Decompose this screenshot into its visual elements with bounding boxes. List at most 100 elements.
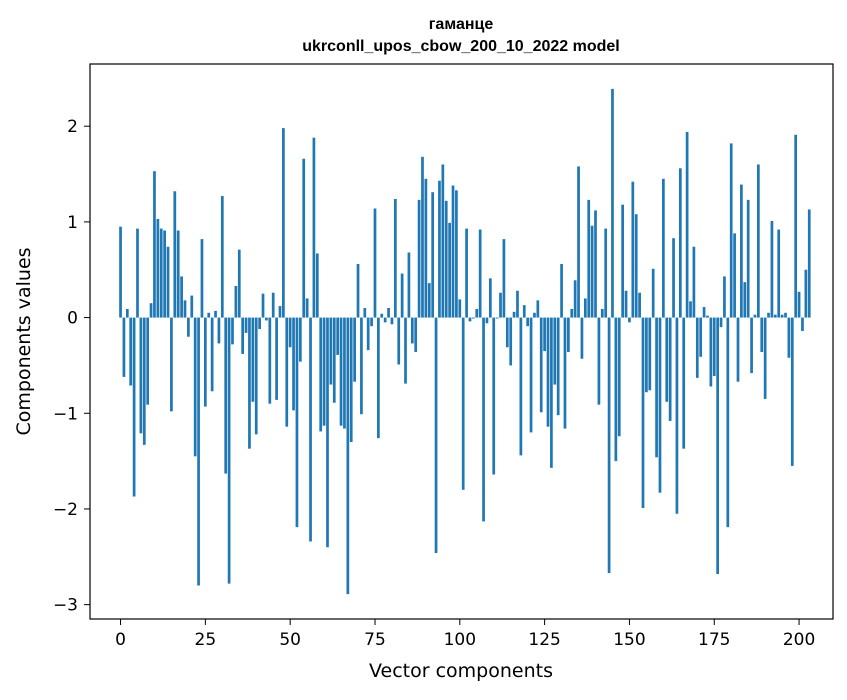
bar	[757, 164, 760, 318]
bar	[801, 317, 804, 331]
bar	[241, 317, 245, 354]
bar	[550, 317, 553, 468]
bar	[275, 317, 278, 400]
bar	[421, 156, 424, 318]
y-tick-label: −2	[53, 500, 78, 520]
x-tick-label: 200	[783, 630, 815, 650]
bar	[658, 317, 662, 493]
bar	[648, 317, 652, 391]
bar	[136, 228, 139, 318]
bar	[543, 317, 546, 352]
bar	[645, 317, 648, 393]
bar	[492, 317, 496, 475]
bar	[329, 317, 333, 385]
x-tick-label: 175	[698, 630, 730, 650]
bar	[621, 204, 625, 318]
x-tick-label: 25	[195, 630, 217, 650]
bar	[709, 317, 713, 387]
bar	[119, 226, 122, 318]
bar	[780, 314, 784, 318]
bar	[485, 317, 489, 324]
bar	[468, 317, 472, 322]
bar	[726, 317, 730, 528]
bar	[611, 88, 614, 318]
bar	[163, 230, 166, 318]
bar	[295, 317, 299, 528]
bar	[309, 317, 312, 542]
bar	[400, 273, 404, 318]
bar	[736, 317, 740, 382]
bar	[672, 238, 675, 318]
bar	[224, 317, 228, 474]
bar	[461, 317, 465, 490]
bar	[719, 317, 723, 328]
y-tick-label: 2	[67, 117, 78, 137]
bar	[655, 317, 658, 458]
bar	[546, 317, 550, 427]
bar	[797, 291, 801, 318]
bar	[516, 290, 519, 318]
bar	[434, 317, 438, 553]
bar	[665, 317, 669, 402]
bar	[176, 230, 180, 318]
x-tick-label: 50	[279, 630, 301, 650]
bar	[404, 317, 407, 384]
x-tick-label: 0	[115, 630, 126, 650]
bar	[702, 307, 706, 318]
x-axis: 0 25 50 75 100 125 150 175 200	[115, 619, 815, 650]
bar	[360, 317, 363, 415]
bar	[777, 229, 781, 318]
bar	[193, 317, 197, 457]
bar	[502, 239, 506, 318]
bar	[217, 317, 221, 344]
bar	[370, 317, 373, 327]
bar	[587, 199, 591, 318]
bar	[580, 317, 584, 359]
bar	[298, 317, 302, 362]
bar	[482, 317, 485, 522]
bar	[553, 317, 557, 385]
bar	[716, 317, 719, 575]
bar	[567, 317, 570, 353]
bar	[723, 276, 726, 318]
bar	[288, 317, 292, 348]
bar	[190, 295, 194, 318]
bar	[740, 184, 743, 318]
bar	[458, 299, 462, 318]
plot-frame	[89, 63, 834, 620]
bar	[678, 168, 682, 318]
bar	[170, 317, 173, 412]
bar	[563, 317, 567, 429]
bar	[380, 313, 384, 318]
bar	[699, 317, 703, 357]
bar	[271, 292, 275, 318]
bar	[231, 317, 234, 345]
bar	[499, 292, 502, 318]
bar	[533, 312, 536, 318]
bar	[651, 268, 655, 318]
bar	[634, 214, 638, 318]
bar	[153, 171, 156, 318]
bar	[614, 317, 618, 462]
bar	[767, 312, 770, 318]
bar	[139, 317, 143, 434]
bar	[414, 317, 418, 353]
bar	[373, 208, 377, 318]
bar	[349, 317, 353, 442]
bar	[495, 317, 499, 319]
bar	[790, 317, 794, 466]
bar	[641, 317, 645, 508]
chart-title: гаманце	[429, 16, 494, 33]
bar	[631, 181, 635, 318]
bar	[387, 308, 390, 318]
bar	[431, 192, 435, 318]
bar	[600, 308, 604, 318]
y-axis-label: Components values	[13, 247, 35, 435]
bar	[729, 143, 733, 318]
bar	[560, 263, 563, 318]
bar	[366, 317, 370, 351]
bar	[278, 306, 282, 318]
bar	[682, 317, 686, 449]
